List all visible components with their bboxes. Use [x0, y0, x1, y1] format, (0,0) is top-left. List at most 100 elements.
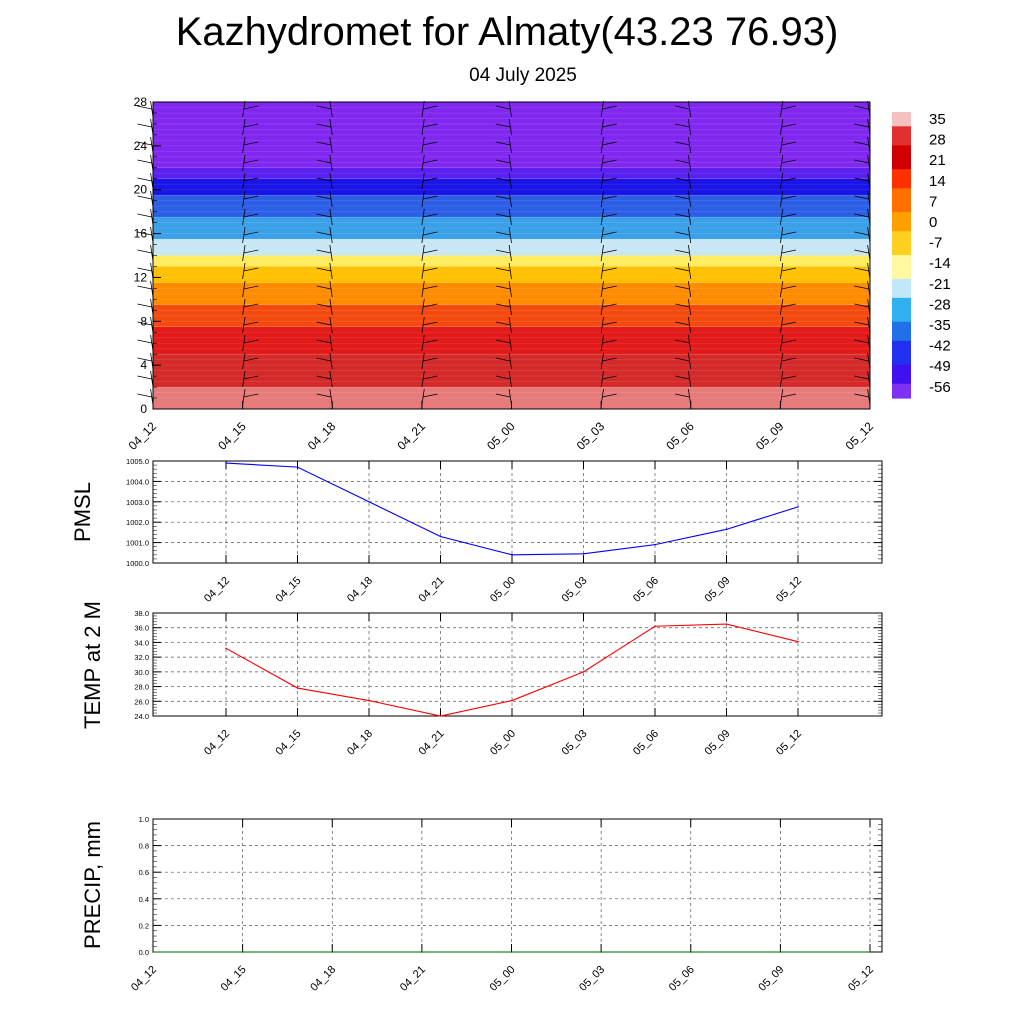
wind-barb-flag	[243, 339, 259, 344]
x-tick-label: 05_03	[577, 964, 607, 994]
y-tick-label: 16	[134, 227, 148, 241]
colorbar-swatch	[892, 278, 911, 285]
wind-barb-flag	[854, 357, 869, 362]
data-point	[296, 466, 299, 468]
wind-barb-flag	[243, 123, 259, 128]
colorbar-swatch	[892, 116, 911, 123]
y-tick-label: 32.0	[134, 653, 149, 662]
wind-barb-flag	[781, 141, 797, 146]
wind-barb-flag	[602, 393, 617, 398]
x-tick-label: 04_18	[305, 419, 339, 453]
wind-barb-flag	[854, 339, 869, 344]
wind-barb-flag	[781, 105, 797, 110]
data-point	[689, 951, 692, 953]
wind-barb-flag	[423, 375, 438, 380]
data-point	[797, 506, 799, 508]
colorbar-swatch	[892, 231, 911, 237]
x-tick-label: 05_00	[488, 575, 518, 605]
y-tick-label: 4	[140, 358, 147, 372]
colorbar-swatch	[892, 154, 911, 161]
wind-barb-flag	[602, 141, 617, 146]
data-point	[152, 951, 154, 953]
x-tick-label: 05_06	[667, 964, 697, 994]
y-tick-label: 1001.0	[126, 539, 149, 548]
x-tick-label: 04_18	[308, 964, 338, 994]
wind-barb-flag	[423, 105, 438, 110]
wind-barb-flag	[137, 105, 152, 110]
wind-barb-flag	[495, 195, 511, 200]
wind-barb-flag	[602, 285, 617, 290]
wind-barb-flag	[137, 177, 152, 182]
wind-barb-flag	[495, 177, 511, 182]
y-tick-label: 1002.0	[126, 518, 149, 527]
data-point	[511, 554, 513, 556]
wind-barb-flag	[675, 303, 690, 308]
colorbar-label: 7	[929, 193, 937, 210]
wind-barb-flag	[243, 105, 259, 110]
wind-barb-flag	[495, 249, 511, 254]
colorbar-swatch	[892, 197, 911, 204]
colorbar-swatch	[892, 240, 911, 247]
wind-barb-flag	[137, 321, 152, 326]
wind-barb-flag	[137, 141, 152, 146]
heatmap-band	[153, 167, 870, 179]
wind-barb-flag	[675, 357, 690, 362]
wind-barb-flag	[423, 123, 438, 128]
y-axis-label: PRECIP, mm	[80, 821, 105, 949]
wind-barb-flag	[854, 375, 869, 380]
y-tick-label: 1.0	[139, 815, 149, 824]
wind-barb-flag	[781, 267, 797, 272]
y-tick-label: 34.0	[134, 638, 149, 647]
wind-barb-flag	[781, 357, 797, 362]
wind-barb-flag	[316, 123, 332, 128]
plot-frame	[152, 612, 883, 717]
wind-barb-flag	[854, 105, 869, 110]
wind-barb-flag	[854, 231, 869, 236]
x-tick-label: 05_00	[488, 728, 518, 758]
wind-barb-flag	[137, 393, 152, 398]
wind-barb-flag	[137, 195, 152, 200]
wind-barb-flag	[243, 177, 259, 182]
heatmap-band	[153, 266, 870, 283]
wind-barb-flag	[137, 375, 152, 380]
wind-barb-flag	[316, 339, 332, 344]
wind-barb-flag	[854, 177, 869, 182]
heatmap-panel	[137, 100, 871, 409]
y-tick-label: 1000.0	[126, 559, 149, 568]
y-tick-label: 36.0	[134, 624, 149, 633]
data-point	[241, 951, 244, 953]
x-tick-label: 04_15	[219, 964, 249, 994]
wind-barb-flag	[316, 321, 332, 326]
wind-barb-flag	[602, 231, 617, 236]
colorbar-swatch	[892, 226, 911, 232]
colorbar-swatch	[892, 378, 911, 385]
colorbar-swatch	[892, 235, 911, 242]
x-tick-label: 04_21	[417, 728, 447, 758]
wind-barb-flag	[675, 195, 690, 200]
colorbar-swatch	[892, 178, 911, 185]
wind-barb-flag	[495, 393, 511, 398]
data-point	[296, 687, 299, 689]
line-panel-1	[152, 460, 883, 564]
wind-barb-flag	[316, 159, 332, 164]
colorbar-swatch	[892, 173, 911, 180]
wind-barb-flag	[602, 213, 617, 218]
x-tick-label: 05_12	[846, 964, 876, 994]
wind-barb-flag	[316, 105, 332, 110]
heatmap-band	[153, 282, 870, 305]
wind-barb-flag	[854, 393, 869, 398]
y-tick-label: 8	[140, 314, 147, 328]
colorbar-swatch	[892, 164, 911, 170]
colorbar-swatch	[892, 331, 911, 337]
wind-barb-flag	[423, 231, 438, 236]
wind-barb-flag	[781, 177, 797, 182]
wind-barb-flag	[495, 123, 511, 128]
colorbar-swatch	[892, 188, 911, 194]
colorbar-label: 21	[929, 152, 946, 169]
y-tick-label: 28.0	[134, 683, 149, 692]
heatmap-band	[153, 239, 870, 256]
wind-barb-flag	[243, 375, 259, 380]
wind-barb-flag	[602, 339, 617, 344]
y-tick-label: 0.8	[139, 842, 149, 851]
plot-frame	[152, 818, 883, 953]
